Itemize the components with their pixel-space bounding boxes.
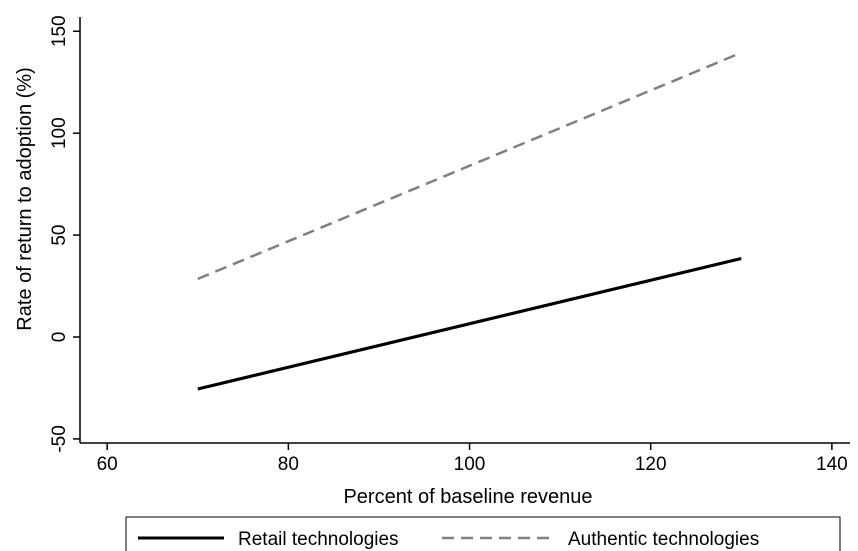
legend: Retail technologies Authentic technologi… (125, 516, 841, 551)
y-tick-label-0: 0 (49, 332, 70, 343)
x-tick-label-140: 140 (816, 454, 848, 475)
x-axis-title: Percent of baseline revenue (343, 486, 592, 508)
series-line-retail-technologies (197, 256, 742, 391)
x-tick-label-100: 100 (454, 454, 486, 475)
ticks: 60 80 100 120 140 -50 0 50 100 150 (49, 15, 848, 475)
y-axis-title: Rate of return to adoption (%) (14, 67, 36, 330)
y-tick-label-50: 50 (49, 225, 70, 246)
y-tick-label--50: -50 (49, 425, 70, 452)
legend-label-authentic: Authentic technologies (568, 529, 759, 550)
x-tick-label-60: 60 (97, 454, 118, 475)
legend-box (125, 516, 841, 551)
series-lines (197, 51, 742, 391)
x-tick-label-120: 120 (635, 454, 667, 475)
legend-label-retail: Retail technologies (238, 529, 399, 550)
series-line-authentic-technologies (197, 51, 742, 281)
x-tick-label-80: 80 (278, 454, 299, 475)
y-tick-label-100: 100 (49, 117, 70, 149)
axes (79, 17, 850, 444)
y-tick-label-150: 150 (49, 15, 70, 47)
